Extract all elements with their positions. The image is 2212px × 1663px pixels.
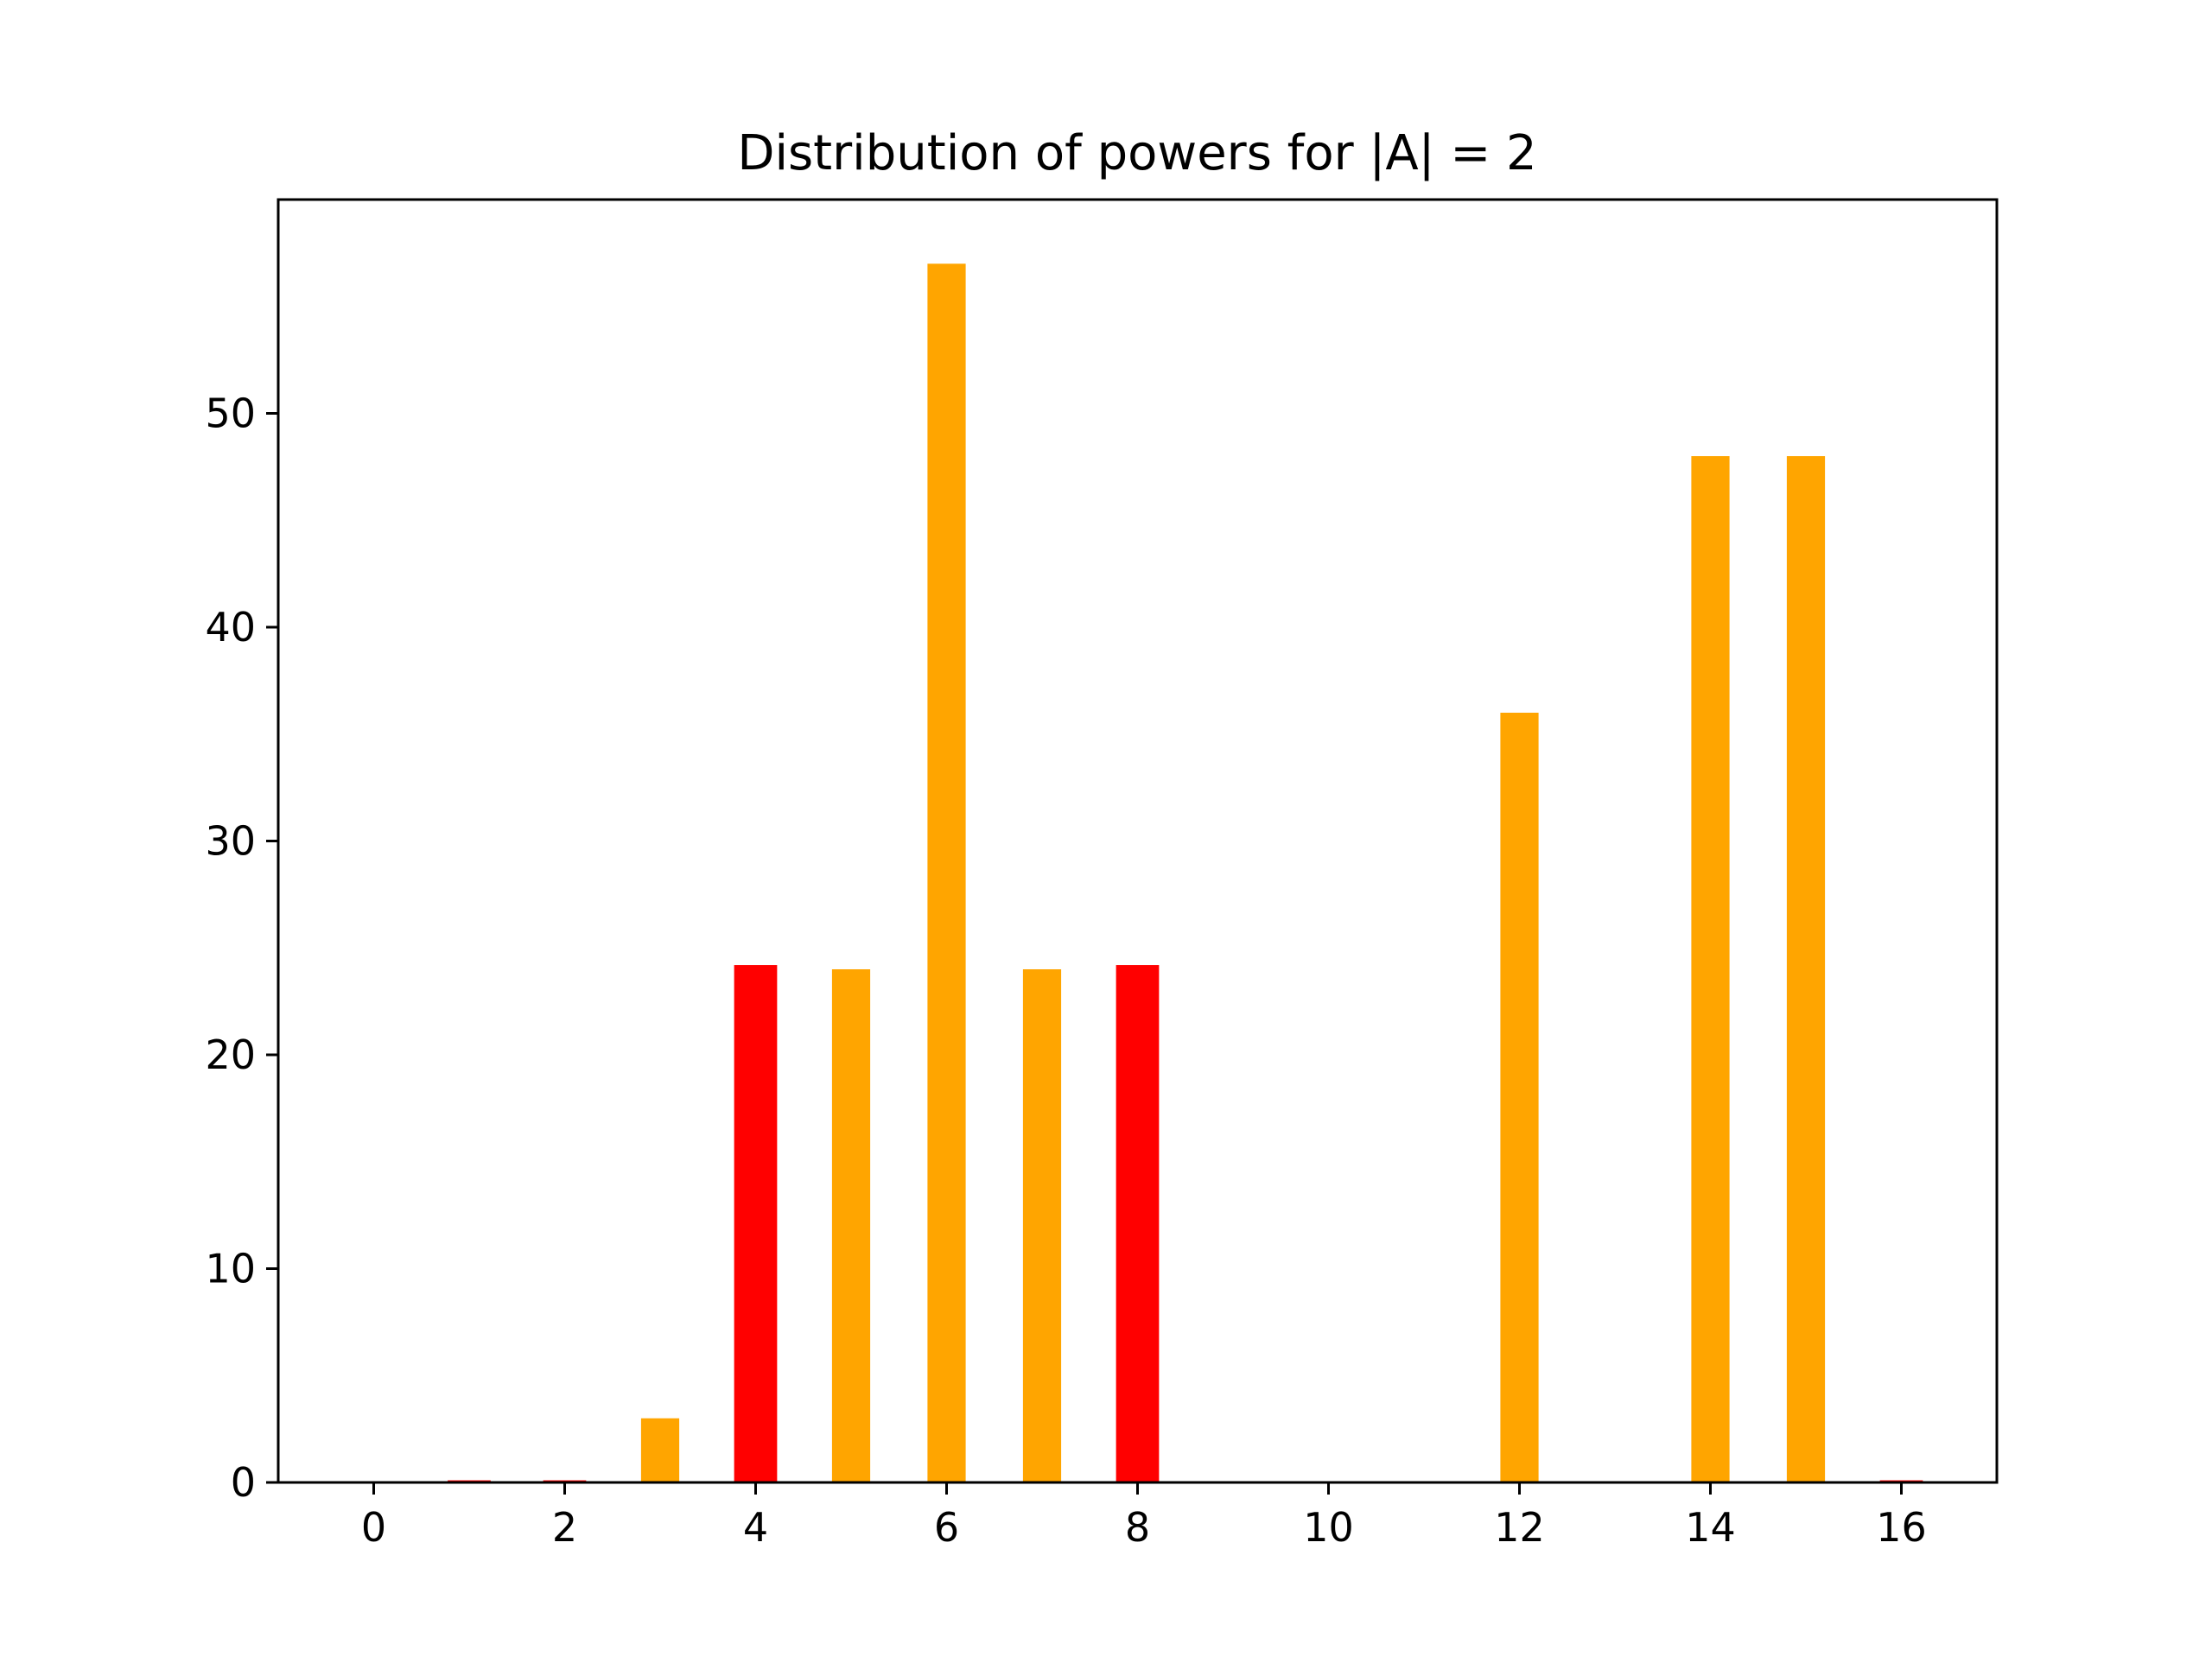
x-tick-label: 4: [743, 1504, 768, 1551]
x-tick-label: 10: [1303, 1504, 1354, 1551]
y-tick-label: 40: [205, 604, 256, 651]
y-tick-label: 50: [205, 390, 256, 437]
x-tick-label: 16: [1876, 1504, 1927, 1551]
bar-5: [831, 969, 871, 1482]
y-tick-label: 0: [231, 1459, 256, 1506]
x-tick-label: 8: [1125, 1504, 1150, 1551]
y-tick-label: 10: [205, 1246, 256, 1292]
y-tick-label: 20: [205, 1031, 256, 1078]
bar-3: [640, 1418, 680, 1482]
chart-title: Distribution of powers for |A| = 2: [737, 125, 1536, 181]
y-axis: 0 10 20 30 40 50: [205, 390, 278, 1506]
x-tick-label: 14: [1685, 1504, 1736, 1551]
bar-12: [1500, 713, 1539, 1482]
y-tick-label: 30: [205, 818, 256, 865]
x-tick-label: 12: [1494, 1504, 1545, 1551]
bar-15: [1786, 456, 1826, 1482]
bar-8: [1116, 965, 1160, 1482]
x-tick-label: 0: [361, 1504, 386, 1551]
x-tick-label: 2: [552, 1504, 577, 1551]
plot-frame: [276, 198, 1999, 1484]
bar-14: [1691, 456, 1730, 1482]
x-axis: 0 2 4 6 8 10 12 14 16: [361, 1482, 1927, 1551]
bar-7: [1022, 969, 1062, 1482]
x-tick-label: 6: [934, 1504, 959, 1551]
bar-4: [734, 965, 778, 1482]
bar-6: [927, 263, 966, 1482]
bars-layer: [448, 263, 1923, 1482]
